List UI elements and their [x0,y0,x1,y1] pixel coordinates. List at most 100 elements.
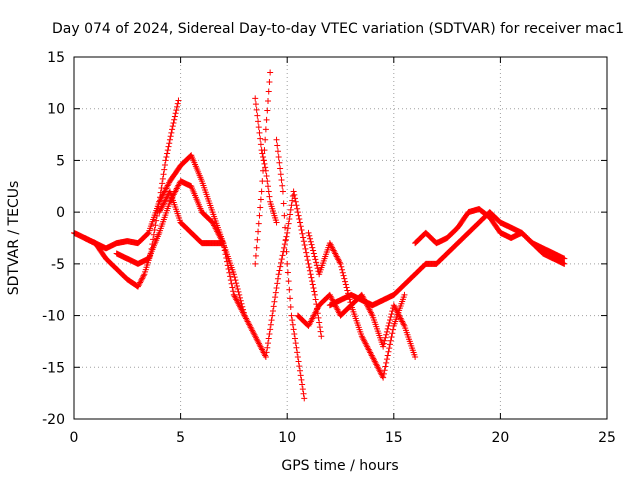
x-tick-label: 5 [176,430,185,446]
y-tick-label: 10 [47,102,65,118]
data-point-marker [301,395,308,402]
data-point-marker [139,275,146,282]
data-point-marker [339,266,346,273]
data-point-marker [300,234,307,241]
series-track-d [156,188,227,247]
series-track-e [230,188,325,360]
data-point-marker [291,191,298,198]
data-point-marker [285,220,292,227]
data-point-marker [338,263,345,270]
data-point-marker [263,116,270,123]
data-point-marker [388,311,395,318]
data-point-marker [287,211,294,218]
data-point-marker [315,314,322,321]
data-point-marker [282,236,289,243]
data-point-marker [344,287,351,294]
data-point-marker [380,340,387,347]
data-point-marker [220,240,227,247]
data-point-marker [269,307,276,314]
series-track-l [412,206,568,262]
data-point-marker [304,257,311,264]
data-point-marker [307,271,314,278]
data-point-marker [168,129,175,136]
data-point-marker [287,295,294,302]
data-point-marker [262,167,269,174]
data-point-marker [172,110,179,117]
data-point-marker [277,171,284,178]
data-point-marker [295,358,302,365]
data-point-marker [135,282,142,289]
data-point-marker [300,390,307,397]
data-point-marker [152,222,159,229]
data-point-marker [303,253,310,260]
data-point-marker [166,136,173,143]
y-tick-label: -20 [42,412,65,428]
data-point-marker [263,349,270,356]
data-point-marker [173,107,180,114]
data-point-marker [253,244,260,251]
data-point-marker [316,319,323,326]
y-tick-label: -10 [42,309,65,325]
data-point-marker [229,284,236,291]
data-point-marker [307,238,314,245]
data-point-marker [264,344,271,351]
data-point-marker [309,244,316,251]
data-point-marker [295,212,302,219]
data-point-marker [384,352,391,359]
data-point-marker [164,150,171,157]
data-point-marker [390,326,397,333]
data-point-marker [313,262,320,269]
data-point-marker [294,205,301,212]
data-point-marker [561,260,568,267]
data-point-marker [385,322,392,329]
data-point-marker [292,198,299,205]
data-point-marker [310,284,317,291]
data-point-marker [294,209,301,216]
data-point-marker [380,374,387,381]
data-point-marker [265,183,272,190]
data-point-marker [286,216,293,223]
data-point-marker [296,367,303,374]
data-marks [71,69,568,402]
data-point-marker [276,159,283,166]
data-point-marker [302,245,309,252]
data-point-marker [264,178,271,185]
data-point-marker [228,280,235,287]
y-tick-label: 5 [56,153,65,169]
data-point-marker [159,175,166,182]
x-tick-label: 15 [385,430,403,446]
data-point-marker [262,136,269,143]
data-point-marker [381,367,388,374]
data-point-marker [561,255,568,262]
data-point-marker [297,223,304,230]
data-point-marker [252,95,259,102]
data-point-marker [266,193,273,200]
series-track-b [81,97,182,290]
x-tick-label: 25 [598,430,616,446]
data-point-marker [308,241,315,248]
data-point-marker [281,241,288,248]
data-point-marker [336,259,343,266]
data-point-marker [256,212,263,219]
data-point-marker [271,298,278,305]
data-point-marker [153,217,160,224]
data-point-marker [316,324,323,331]
data-point-marker [233,280,240,287]
series-track-h [273,136,308,402]
data-point-marker [230,288,237,295]
data-point-marker [265,188,272,195]
data-point-marker [258,188,265,195]
data-point-marker [221,243,228,250]
data-point-marker [278,176,285,183]
data-point-marker [277,263,284,270]
data-point-marker [387,314,394,321]
data-point-marker [296,216,303,223]
data-point-marker [278,256,285,263]
data-point-marker [156,198,163,205]
data-point-marker [386,319,393,326]
data-point-marker [276,267,283,274]
data-point-marker [236,291,243,298]
data-point-marker [227,273,234,280]
data-point-marker [311,291,318,298]
